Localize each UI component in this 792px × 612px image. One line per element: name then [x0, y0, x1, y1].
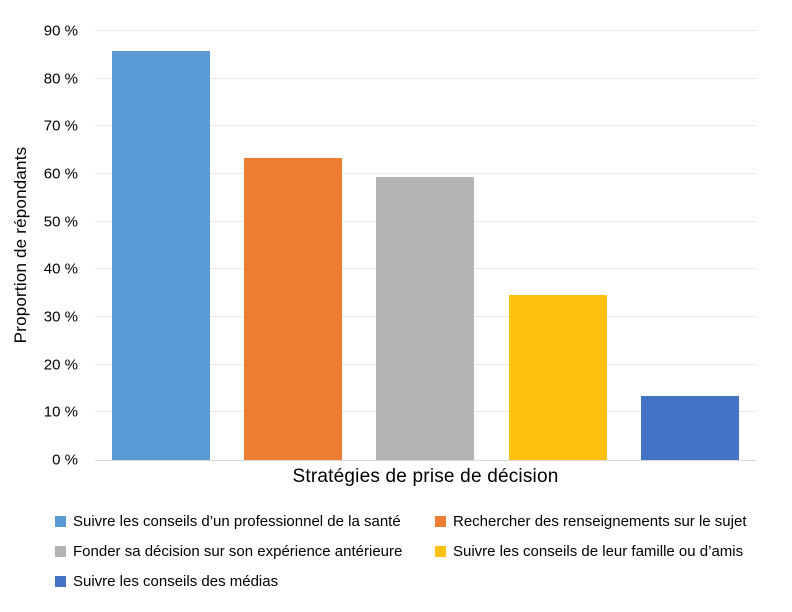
y-tick-label: 60 %: [43, 165, 78, 183]
x-axis-title: Stratégies de prise de décision: [292, 466, 559, 487]
y-tick-label: 80 %: [43, 70, 78, 88]
gridline: [95, 30, 756, 31]
y-tick-label: 0 %: [52, 451, 78, 469]
legend-swatch: [55, 545, 66, 557]
y-tick-label: 40 %: [43, 260, 78, 278]
legend-item: Suivre les conseils de leur famille ou d…: [435, 543, 785, 560]
legend-swatch: [55, 515, 66, 527]
y-tick-label: 30 %: [43, 308, 78, 326]
bar: [640, 396, 739, 460]
bar: [376, 177, 475, 460]
y-tick-label: 20 %: [43, 356, 78, 374]
y-tick-label: 50 %: [43, 213, 78, 231]
bar: [508, 295, 607, 460]
bar: [112, 51, 211, 460]
y-tick-label: 10 %: [43, 403, 78, 421]
legend-item-label: Suivre les conseils de leur famille ou d…: [453, 542, 744, 560]
legend-item-label: Fonder sa décision sur son expérience an…: [73, 542, 403, 560]
y-tick-label: 70 %: [43, 117, 78, 135]
bar: [244, 158, 343, 460]
legend-item-label: Rechercher des renseignements sur le suj…: [453, 512, 747, 530]
plot-area: [95, 30, 756, 461]
y-tick-label: 90 %: [43, 22, 78, 40]
y-axis-tick-labels: 0 % 10 % 20 % 30 % 40 % 50 % 60 % 70 % 80 % 90 %: [0, 23, 78, 469]
legend-swatch: [435, 545, 446, 557]
legend-item: Suivre les conseils des médias: [55, 573, 435, 590]
gridline: [95, 173, 756, 175]
legend: Suivre les conseils d’un professionnel d…: [55, 506, 785, 596]
legend-item: Fonder sa décision sur son expérience an…: [55, 543, 435, 560]
legend-item-label: Suivre les conseils des médias: [73, 572, 279, 590]
legend-swatch: [55, 575, 66, 587]
legend-swatch: [435, 515, 446, 527]
gridline: [95, 125, 756, 127]
legend-item-label: Suivre les conseils d’un professionnel d…: [73, 512, 401, 530]
gridline: [95, 77, 756, 79]
legend-item: Rechercher des renseignements sur le suj…: [435, 513, 785, 530]
bars-container: [95, 31, 756, 460]
legend-item: Suivre les conseils d’un professionnel d…: [55, 513, 435, 530]
